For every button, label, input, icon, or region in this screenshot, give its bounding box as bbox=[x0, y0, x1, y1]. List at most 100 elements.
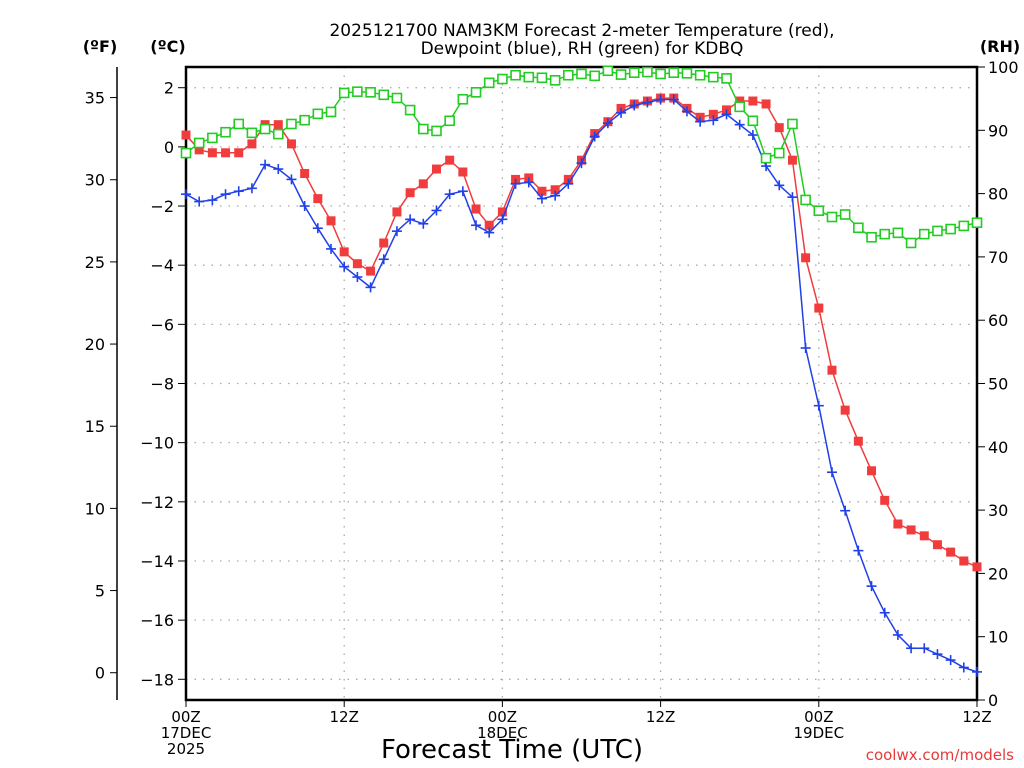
rh-point bbox=[338, 87, 350, 99]
fahrenheit-tick-label: 35 bbox=[85, 89, 105, 108]
rh-tick-label: 100 bbox=[988, 58, 1019, 77]
rh-point bbox=[879, 228, 891, 240]
temperature-point bbox=[932, 540, 942, 550]
x-tick-label: 00Z bbox=[804, 708, 833, 726]
rh-point bbox=[193, 137, 205, 149]
rh-point bbox=[694, 69, 706, 81]
rh-tick-label: 10 bbox=[988, 628, 1008, 647]
temperature-point bbox=[326, 216, 336, 226]
rh-point bbox=[668, 67, 680, 78]
x-tick-label: 12Z bbox=[330, 708, 359, 726]
celsius-tick-label: −12 bbox=[140, 493, 174, 512]
dewpoint-point bbox=[668, 94, 679, 105]
rh-point bbox=[642, 66, 653, 78]
dewpoint-point bbox=[220, 189, 231, 200]
dewpoint-point bbox=[497, 214, 508, 225]
celsius-tick-label: −14 bbox=[140, 552, 174, 571]
dewpoint-point bbox=[774, 180, 785, 191]
dewpoint-point bbox=[326, 243, 337, 254]
dewpoint-point bbox=[286, 174, 297, 185]
dewpoint-point bbox=[378, 254, 389, 265]
dewpoint-point bbox=[312, 223, 323, 234]
temperature-point bbox=[366, 266, 376, 276]
dewpoint-point bbox=[616, 107, 627, 118]
dewpoint-point bbox=[721, 109, 732, 120]
fahrenheit-tick-label: 15 bbox=[85, 417, 105, 436]
dewpoint-point bbox=[391, 226, 402, 237]
dewpoint-point bbox=[958, 662, 969, 673]
temperature-point bbox=[827, 365, 837, 375]
rh-tick-label: 70 bbox=[988, 248, 1008, 267]
rh-point bbox=[325, 106, 337, 118]
grid-lines bbox=[186, 67, 977, 700]
rh-point bbox=[365, 87, 376, 98]
temperature-point bbox=[247, 139, 257, 149]
celsius-tick-label: −4 bbox=[150, 256, 174, 275]
temperature-point bbox=[761, 99, 771, 109]
fahrenheit-tick-label: 30 bbox=[85, 171, 105, 190]
dewpoint-point bbox=[866, 581, 877, 592]
rh-point bbox=[760, 152, 772, 164]
x-axis-label: Forecast Time (UTC) bbox=[381, 735, 643, 765]
rh-point bbox=[563, 69, 574, 81]
rh-point bbox=[207, 132, 218, 144]
rh-point bbox=[932, 225, 943, 237]
rh-point bbox=[549, 74, 561, 86]
temperature-point bbox=[814, 303, 824, 313]
chart-title-line2: Dewpoint (blue), RH (green) for KDBQ bbox=[421, 39, 744, 59]
dewpoint-point bbox=[563, 178, 574, 189]
credit-text: coolwx.com/models bbox=[866, 746, 1014, 764]
rh-point bbox=[391, 92, 403, 104]
rh-point bbox=[523, 71, 535, 83]
temperature-point bbox=[273, 120, 283, 130]
rh-point bbox=[233, 118, 245, 130]
fahrenheit-axis-unit: (ºF) bbox=[83, 37, 118, 56]
dewpoint-point bbox=[207, 195, 218, 206]
celsius-tick-label: −2 bbox=[150, 197, 174, 216]
fahrenheit-tick-label: 10 bbox=[85, 499, 105, 518]
rh-point bbox=[800, 194, 811, 206]
celsius-tick-label: 0 bbox=[164, 138, 174, 157]
temperature-point bbox=[880, 495, 890, 505]
temperature-point bbox=[405, 188, 415, 198]
temperature-point bbox=[286, 139, 296, 149]
series-line-dewpoint bbox=[185, 98, 978, 673]
dewpoint-point bbox=[840, 505, 851, 516]
rh-tick-label: 50 bbox=[988, 375, 1008, 394]
temperature-point bbox=[774, 123, 784, 133]
dewpoint-point bbox=[536, 193, 547, 204]
temperature-point bbox=[946, 547, 956, 557]
temperature-point bbox=[708, 109, 718, 119]
temperature-point bbox=[906, 525, 916, 535]
temperature-point bbox=[221, 148, 231, 158]
axes: 20−2−4−6−8−10−12−14−16−18353025201510501… bbox=[85, 58, 1019, 758]
temperature-point bbox=[959, 556, 969, 566]
rh-tick-label: 80 bbox=[988, 185, 1008, 204]
temperature-point bbox=[379, 238, 389, 248]
x-tick-label: 19DEC bbox=[794, 724, 845, 742]
temperature-point bbox=[418, 179, 428, 189]
dewpoint-point bbox=[972, 666, 982, 677]
temperature-point bbox=[497, 207, 507, 217]
dewpoint-point bbox=[299, 201, 310, 212]
dewpoint-point bbox=[181, 189, 191, 200]
dewpoint-point bbox=[800, 343, 811, 354]
dewpoint-point bbox=[194, 196, 205, 207]
rh-point bbox=[826, 211, 838, 223]
dewpoint-point bbox=[695, 116, 706, 127]
rh-point bbox=[299, 114, 310, 126]
celsius-tick-label: −6 bbox=[150, 315, 174, 334]
dewpoint-point bbox=[260, 159, 271, 170]
temperature-point bbox=[181, 130, 191, 140]
rh-point bbox=[220, 126, 231, 138]
dewpoint-point bbox=[826, 467, 837, 478]
dewpoint-point bbox=[246, 183, 257, 194]
rh-tick-label: 20 bbox=[988, 564, 1008, 583]
temperature-point bbox=[735, 96, 745, 106]
x-tick-label: 17DEC bbox=[161, 724, 212, 742]
dewpoint-point bbox=[853, 545, 864, 556]
temperature-point bbox=[919, 531, 929, 541]
rh-point bbox=[708, 71, 719, 83]
x-tick-label: 12Z bbox=[646, 708, 675, 726]
dewpoint-point bbox=[510, 178, 521, 189]
